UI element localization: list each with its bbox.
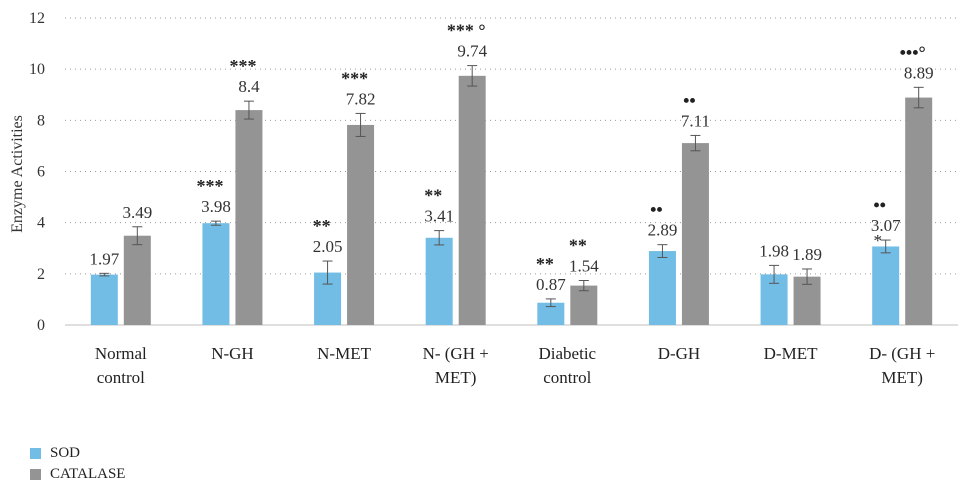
data-label: 7.82 [346,89,376,108]
data-label: 8.89 [904,63,934,82]
data-label: 7.11 [681,111,710,130]
data-label: 1.89 [792,245,822,264]
legend-item-sod: SOD [30,443,125,464]
significance-marker: *** [196,176,223,196]
x-axis: Normal control N-GH N-MET N- (GH + MET) Diabet… [95,344,935,387]
significance-marker: *** ° [447,21,486,41]
data-label: 2.05 [313,237,343,256]
data-label: 1.98 [759,241,789,260]
data-label: 3.41 [424,207,454,226]
x-category-label: MET) [435,368,477,387]
bar-sod [648,251,676,325]
chart: 0 2 4 6 8 10 12 Enzyme Activities 1.97 3.49 3.98… [9,10,958,387]
data-label: 1.54 [569,256,599,275]
data-label: 9.74 [457,42,487,61]
significance-marker: •• [873,195,886,215]
significance-marker: ** [424,186,442,206]
y-tick-label: 8 [37,112,45,129]
data-label: 8.4 [238,77,260,96]
significance-marker: •• [683,90,696,110]
data-label: 0.87 [536,275,566,294]
bar-sod [90,274,118,325]
legend-label-sod: SOD [50,445,81,461]
x-category-label: D-MET [764,344,818,363]
bar-catalase [347,124,375,326]
bar-sod [425,237,453,325]
y-axis: 0 2 4 6 8 10 12 [29,10,45,334]
data-label: 3.49 [122,203,152,222]
data-label: 3.07 [871,216,901,235]
y-tick-label: 6 [37,164,45,181]
bar-catalase [905,97,933,325]
x-category-label: D-GH [658,344,701,363]
bar-catalase [458,75,486,326]
x-category-label: N-GH [211,344,254,363]
significance-marker: * [873,231,882,250]
significance-marker: ** [536,254,554,274]
x-category-label: control [97,368,145,387]
x-category-label: N- (GH + [423,344,489,363]
x-category-label: D- (GH + [869,344,935,363]
y-tick-label: 0 [37,317,45,334]
significance-marker: *** [341,68,368,88]
y-tick-label: 4 [37,215,45,232]
x-category-label: Diabetic [539,344,597,363]
bar-sod [537,302,565,325]
y-tick-label: 12 [29,10,45,27]
x-category-label: N-MET [317,344,371,363]
data-label: 1.97 [89,249,119,268]
data-label: 2.89 [648,221,678,240]
bar-catalase [681,143,709,325]
legend: SOD CATALASE [30,443,125,485]
data-label: 3.98 [201,197,231,216]
bars: 1.973.49 3.98***8.4***2.05**7.82***3.41**… [89,21,934,326]
x-category-label: Normal [95,344,147,363]
significance-marker: ** [313,216,331,236]
legend-label-catalase: CATALASE [50,466,126,482]
significance-marker: •••° [900,42,926,62]
bar-sod [202,223,230,325]
y-tick-label: 10 [29,61,45,78]
bar-catalase [570,285,598,325]
legend-swatch-sod [30,448,41,459]
bar-catalase [235,110,263,325]
bar-sod [872,246,900,325]
y-tick-label: 2 [37,266,45,283]
legend-item-catalase: CATALASE [30,464,125,485]
significance-marker: *** [229,56,256,76]
gridlines [65,17,958,326]
legend-swatch-catalase [30,469,41,480]
bar-catalase [123,235,151,325]
y-axis-label: Enzyme Activities [9,115,26,233]
significance-marker: •• [650,200,663,220]
x-category-label: control [543,368,591,387]
x-category-label: MET) [881,368,923,387]
significance-marker: ** [569,235,587,255]
